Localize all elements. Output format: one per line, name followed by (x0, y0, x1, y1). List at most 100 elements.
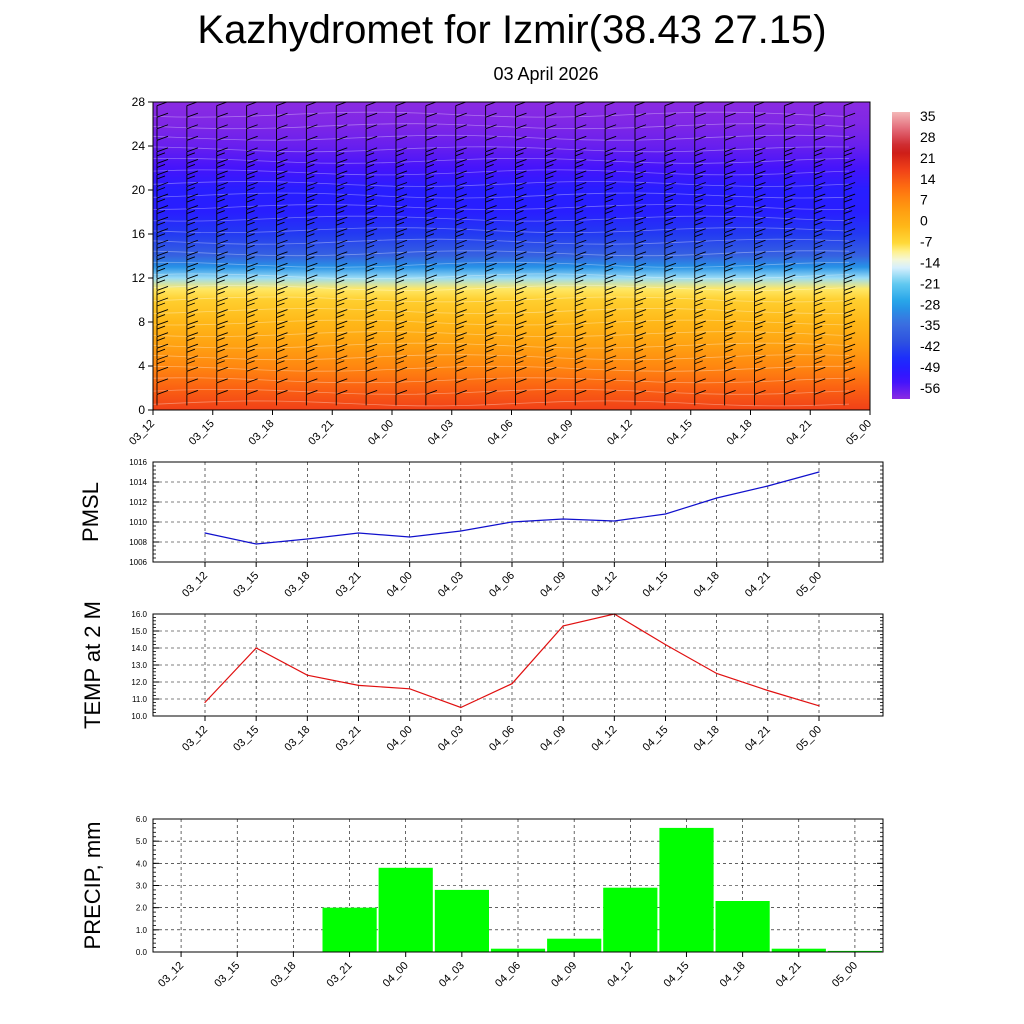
wind-barb-flag (694, 221, 703, 226)
wind-barb (216, 389, 228, 406)
wind-barb (485, 262, 497, 279)
wind-barb-flag (306, 309, 318, 314)
wind-barb-flag (485, 389, 497, 395)
wind-barb-flag (724, 170, 736, 176)
wind-barb-flag (216, 355, 228, 361)
wind-barb-flag (634, 244, 644, 249)
wind-barb-flag (216, 297, 228, 303)
wind-barb (874, 298, 885, 313)
wind-barb (156, 332, 169, 348)
wind-barb (335, 158, 348, 175)
wind-barb-flag (156, 163, 166, 168)
wind-barb (634, 274, 647, 290)
wind-barb-flag (425, 286, 438, 291)
wind-barb-flag (365, 251, 378, 257)
wind-barb-flag (843, 348, 853, 353)
wind-barb-flag (724, 182, 736, 187)
wind-barb-flag (814, 256, 823, 261)
wind-barb-flag (336, 175, 345, 180)
wind-barb (574, 182, 587, 198)
wind-barb-flag (365, 279, 375, 284)
wind-barb-flag (276, 291, 285, 295)
wind-barb-flag (575, 158, 587, 164)
wind-barb-flag (156, 309, 169, 314)
wind-barb (515, 343, 527, 360)
wind-barb-flag (843, 337, 853, 342)
wind-barb-flag (246, 348, 255, 353)
wind-barb-flag (336, 233, 345, 238)
wind-barb (455, 286, 467, 302)
wind-barb-flag (246, 170, 258, 176)
wind-barb-flag (843, 182, 856, 187)
wind-barb-flag (425, 233, 435, 238)
wind-barb (246, 205, 258, 221)
wind-barb-flag (575, 348, 584, 353)
wind-barb (425, 205, 438, 221)
wind-barb-flag (336, 378, 348, 384)
x-tick-label: 03_12 (180, 570, 210, 600)
wind-barb-flag (246, 325, 255, 330)
wind-barb-flag (634, 274, 647, 280)
wind-barb-flag (395, 291, 405, 295)
wind-barb (634, 297, 647, 313)
wind-barb (246, 274, 258, 290)
wind-barb-flag (843, 291, 853, 295)
wind-barb (365, 320, 378, 337)
wind-barb-flag (216, 175, 225, 180)
wind-barb-flag (784, 210, 793, 215)
wind-barb-flag (724, 228, 736, 234)
wind-barb (874, 390, 885, 405)
wind-barb-flag (515, 163, 524, 168)
wind-barb (604, 193, 617, 210)
wind-barb-flag (545, 170, 557, 176)
wind-barb-flag (156, 378, 169, 384)
wind-barb-flag (306, 325, 315, 330)
wind-barb-flag (246, 244, 255, 249)
wind-barb (395, 135, 408, 152)
wind-barb (574, 216, 587, 233)
wind-barb (813, 147, 826, 163)
wind-barb-flag (784, 239, 796, 245)
wind-barb-flag (634, 297, 647, 303)
wind-barb (305, 193, 318, 210)
wind-barb (395, 205, 408, 221)
wind-barb-flag (186, 170, 199, 176)
wind-barb-flag (485, 343, 497, 349)
wind-barb (634, 366, 647, 383)
wind-barb-flag (365, 267, 375, 272)
wind-barb (395, 124, 408, 140)
wind-barb (365, 112, 378, 129)
wind-barb (365, 182, 378, 198)
wind-barb-flag (874, 217, 885, 221)
data-point (664, 644, 667, 646)
wind-barb-flag (156, 210, 166, 215)
wind-barb-flag (874, 338, 882, 341)
wind-barb-flag (156, 251, 169, 257)
wind-barb-flag (754, 291, 763, 295)
wind-barb-flag (843, 332, 856, 338)
wind-barb-flag (485, 256, 494, 261)
wind-barb (216, 205, 228, 221)
wind-barb-flag (843, 274, 856, 280)
x-tick-label: 04_15 (641, 724, 671, 754)
wind-barb-flag (575, 297, 587, 303)
wind-barb-flag (874, 240, 885, 244)
wind-barb-flag (604, 314, 614, 318)
wind-barb (604, 343, 617, 360)
wind-barb-flag (843, 360, 853, 365)
y-tick-label: 1.0 (136, 926, 148, 935)
wind-barb (335, 170, 348, 186)
wind-barb (724, 216, 736, 233)
wind-barb-flag (604, 320, 617, 326)
wind-barb (485, 251, 497, 267)
wind-barb-flag (515, 325, 524, 330)
wind-barb-flag (425, 158, 438, 164)
wind-barb-flag (425, 175, 435, 180)
wind-barb-flag (843, 124, 856, 130)
x-tick-label: 05_00 (794, 570, 824, 600)
wind-barb-flag (843, 366, 856, 372)
wind-barb-flag (156, 256, 166, 261)
wind-barb (455, 355, 467, 371)
wind-barb-flag (843, 309, 856, 314)
wind-barb-flag (604, 210, 614, 215)
